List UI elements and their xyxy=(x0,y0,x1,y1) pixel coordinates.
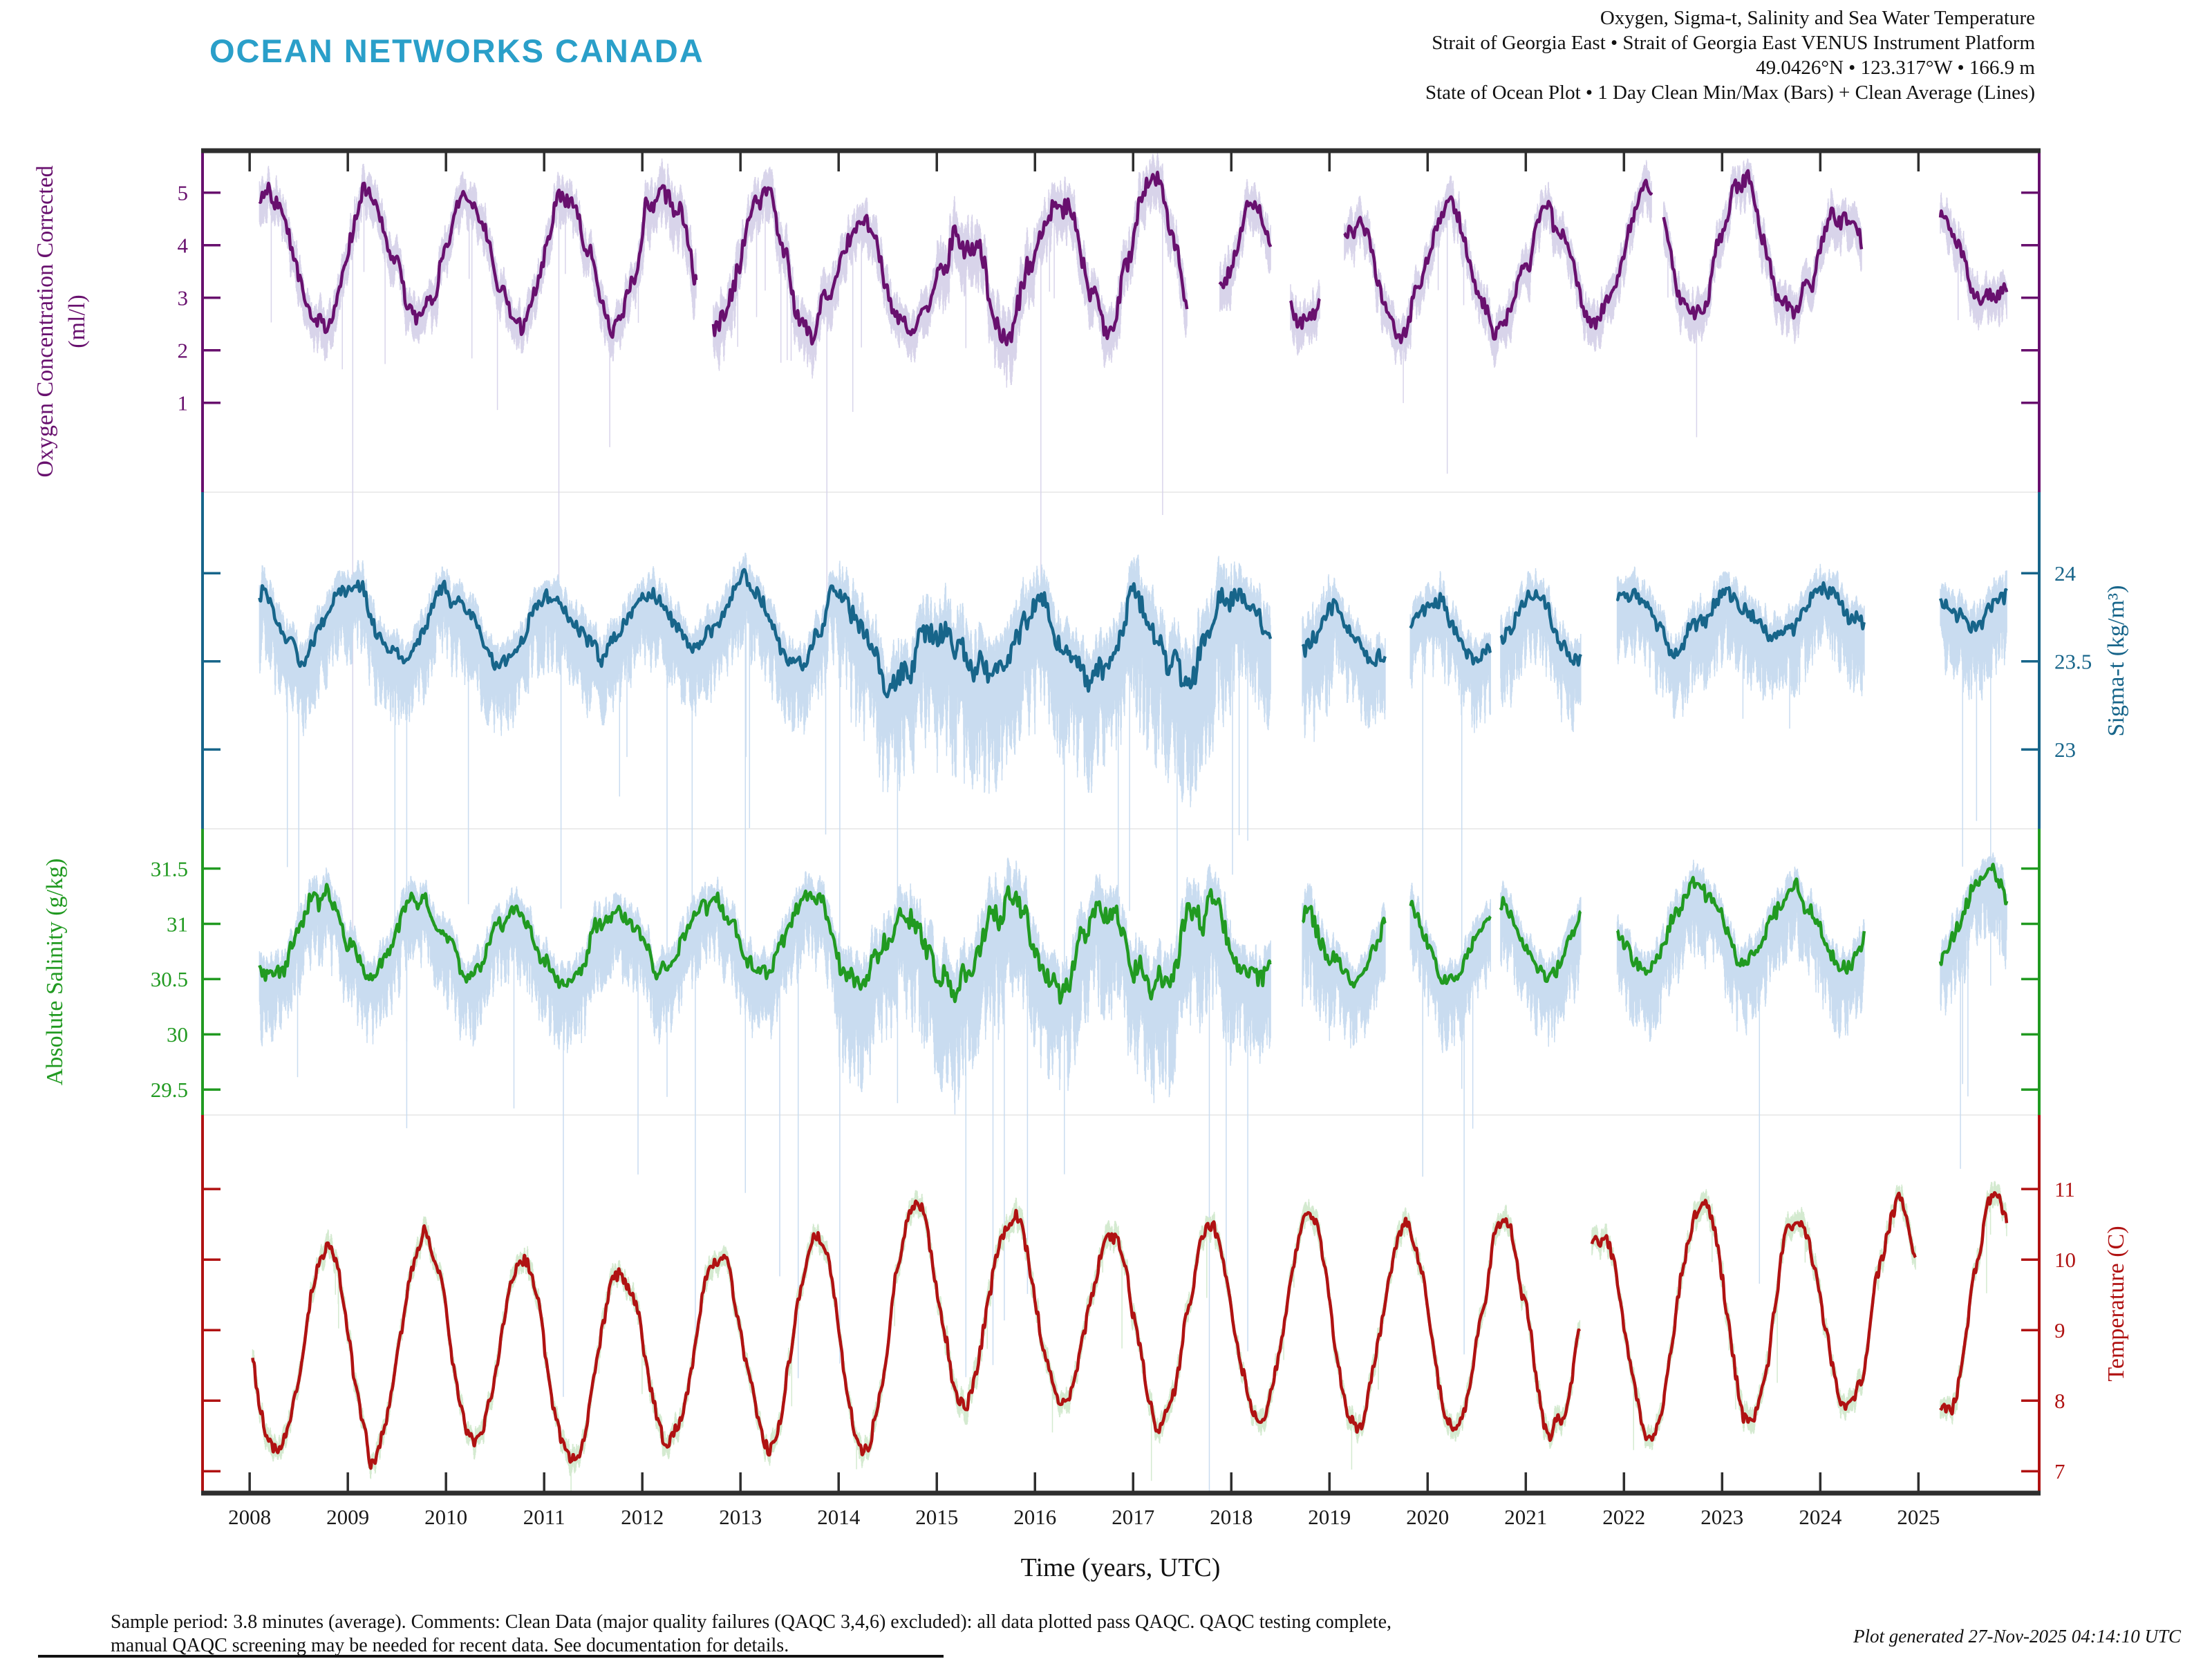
sigma-t-tick-label: 23 xyxy=(2054,738,2076,762)
sigma-t-tick-label: 24 xyxy=(2054,561,2077,585)
salinity-axis-title: Absolute Salinity (g/kg) xyxy=(42,859,68,1086)
qaqc-note: Sample period: 3.8 minutes (average). Co… xyxy=(111,1611,1391,1658)
sigma-t-minmax-band xyxy=(259,552,2007,1103)
year-label: 2017 xyxy=(1112,1505,1154,1529)
year-label: 2020 xyxy=(1406,1505,1449,1529)
year-label: 2021 xyxy=(1504,1505,1547,1529)
oxygen-tick-label: 5 xyxy=(178,181,189,205)
oxygen-minmax-band xyxy=(259,153,2007,966)
salinity-tick-label: 31.5 xyxy=(151,856,188,881)
salinity-tick-label: 29.5 xyxy=(151,1078,188,1102)
qaqc-note-line1: Sample period: 3.8 minutes (average). Co… xyxy=(111,1611,1392,1633)
salinity-minmax-band xyxy=(259,852,2007,1492)
salinity-tick-label: 31 xyxy=(167,912,188,936)
year-label: 2011 xyxy=(523,1505,565,1529)
oxygen-tick-label: 1 xyxy=(178,391,189,415)
x-axis-label: Time (years, UTC) xyxy=(1020,1553,1221,1582)
oxygen-tick-label: 2 xyxy=(178,339,189,363)
salinity-tick-label: 30 xyxy=(167,1022,188,1047)
oxygen-axis-unit: (ml/l) xyxy=(64,294,90,348)
year-label: 2022 xyxy=(1602,1505,1645,1529)
plot-title-line3: 49.0426°N • 123.317°W • 166.9 m xyxy=(1756,57,2035,79)
oxygen-tick-label: 3 xyxy=(178,286,189,310)
plot-title-block: Oxygen, Sigma-t, Salinity and Sea Water … xyxy=(1425,6,2035,105)
qaqc-note-line2: manual QAQC screening may be needed for … xyxy=(111,1635,789,1656)
sigma-t-axis-title: Sigma-t (kg/m³) xyxy=(2103,585,2129,737)
temperature-average-line xyxy=(251,1191,2009,1470)
oxygen-tick-label: 4 xyxy=(178,234,189,258)
plot-title-line2: Strait of Georgia East • Strait of Georg… xyxy=(1432,32,2035,54)
year-label: 2016 xyxy=(1013,1505,1056,1529)
year-label: 2014 xyxy=(817,1505,861,1529)
sigma-t-average-line xyxy=(258,568,2008,699)
sigma-t-tick-label: 23.5 xyxy=(2054,650,2092,674)
bottom-edge-line xyxy=(38,1655,944,1658)
temperature-tick-label: 7 xyxy=(2054,1459,2065,1483)
year-label: 2024 xyxy=(1799,1505,1842,1529)
oxygen-axis-title: Oxygen Concentration Corrected xyxy=(32,165,58,477)
oxygen-average-line xyxy=(258,169,2009,347)
plot-title-line1: Oxygen, Sigma-t, Salinity and Sea Water … xyxy=(1600,7,2035,29)
salinity-average-line xyxy=(258,863,2009,1005)
year-label: 2009 xyxy=(326,1505,369,1529)
year-label: 2013 xyxy=(719,1505,762,1529)
year-label: 2019 xyxy=(1308,1505,1351,1529)
temperature-tick-label: 9 xyxy=(2054,1318,2065,1342)
salinity-tick-label: 30.5 xyxy=(151,967,188,991)
year-label: 2015 xyxy=(915,1505,958,1529)
temperature-axis-title: Temperature (C) xyxy=(2103,1226,2129,1381)
temperature-tick-label: 11 xyxy=(2054,1177,2075,1201)
temperature-tick-label: 10 xyxy=(2054,1248,2076,1272)
temperature-minmax-band xyxy=(252,1181,2007,1492)
year-label: 2018 xyxy=(1210,1505,1253,1529)
year-label: 2025 xyxy=(1897,1505,1940,1529)
temperature-tick-label: 8 xyxy=(2054,1389,2065,1413)
ocean-networks-canada-logo: OCEAN NETWORKS CANADA xyxy=(209,32,704,69)
plot-generated-timestamp: Plot generated 27-Nov-2025 04:14:10 UTC xyxy=(1853,1626,2181,1647)
year-label: 2008 xyxy=(228,1505,271,1529)
year-label: 2010 xyxy=(424,1505,467,1529)
plot-title-line4: State of Ocean Plot • 1 Day Clean Min/Ma… xyxy=(1425,82,2035,104)
year-label: 2012 xyxy=(621,1505,664,1529)
year-label: 2023 xyxy=(1700,1505,1743,1529)
